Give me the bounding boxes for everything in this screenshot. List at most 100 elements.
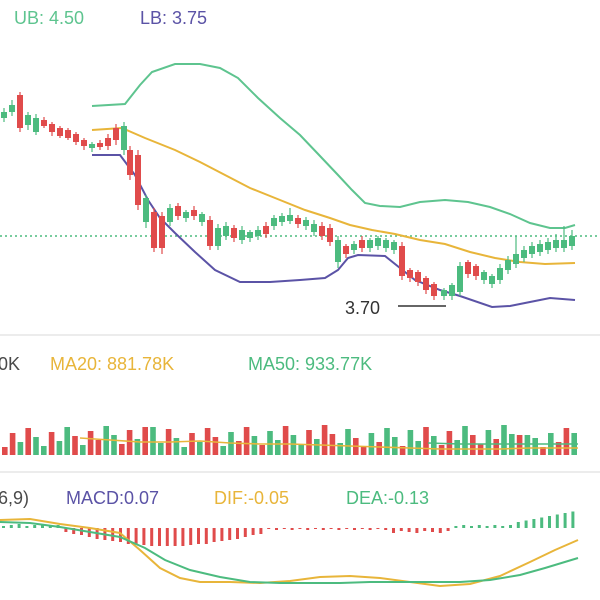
price-candle: [263, 222, 269, 238]
price-candle: [151, 208, 157, 252]
volume-bar: [236, 441, 242, 455]
price-candle: [521, 246, 527, 262]
volume-bar: [368, 433, 375, 455]
price-panel: 3.70: [0, 63, 600, 318]
upper-band-line: [91, 63, 576, 229]
volume-bar: [470, 435, 476, 455]
volume-bar: [189, 433, 195, 455]
volume-bar: [306, 430, 312, 455]
volume-bar: [119, 444, 125, 455]
macd-bar: [368, 528, 372, 530]
volume-bar: [462, 426, 468, 455]
macd-bar: [493, 525, 497, 528]
price-candle: [407, 268, 413, 282]
volume-bar: [423, 427, 429, 455]
price-candle: [489, 274, 495, 288]
price-candle: [367, 238, 373, 252]
volume-bar: [126, 430, 133, 455]
macd-bar: [181, 528, 185, 546]
volume-ma20-line: [79, 437, 578, 450]
macd-bar: [337, 528, 341, 530]
price-candle: [529, 242, 535, 258]
volume-bar: [345, 429, 351, 455]
price-candle: [481, 270, 487, 284]
lb-legend: LB: 3.75: [140, 8, 208, 28]
price-candle: [303, 217, 309, 230]
macd-bar: [212, 528, 216, 542]
volume-bar: [290, 435, 297, 455]
macd-bar: [399, 528, 403, 531]
volume-bar: [87, 431, 94, 455]
price-candle: [497, 264, 503, 284]
price-candle: [113, 124, 119, 145]
ub-legend: UB: 4.50: [14, 8, 85, 28]
macd-bar: [33, 525, 37, 528]
macd-bar: [251, 528, 255, 535]
macd-panel: [0, 511, 579, 588]
volume-bar: [197, 442, 203, 455]
macd-bar: [431, 528, 434, 532]
macd-bar: [321, 528, 325, 530]
price-candle: [207, 216, 213, 250]
volume-bar: [80, 445, 86, 455]
price-candle: [247, 230, 253, 242]
price-candle: [415, 270, 421, 286]
macd-histogram: [2, 511, 575, 546]
macd-bar: [64, 528, 68, 532]
macd-bar: [353, 528, 356, 530]
volume-bar: [181, 447, 187, 455]
ma20-legend: MA20: 881.78K: [50, 354, 175, 374]
price-candle: [441, 288, 447, 300]
macd-bar: [197, 528, 200, 544]
price-candle: [351, 241, 357, 254]
price-candle: [449, 283, 455, 300]
macd-bar: [376, 528, 380, 529]
macd-bar: [509, 525, 512, 528]
volume-bar: [2, 447, 8, 455]
macd-bar: [438, 528, 442, 533]
volume-bar: [384, 428, 390, 455]
macd-bar: [571, 511, 575, 528]
macd-bar: [119, 528, 122, 542]
macd-bar: [462, 525, 466, 528]
price-candle: [319, 222, 325, 240]
price-candle: [41, 117, 47, 128]
price-candle: [423, 276, 429, 294]
price-candle: [399, 242, 405, 280]
volume-bar: [399, 446, 406, 455]
price-candle: [89, 142, 95, 152]
volume-bars: [2, 425, 577, 455]
macd-params-legend: 6,9): [0, 488, 30, 508]
macd-bar: [314, 528, 317, 529]
price-candle: [199, 212, 205, 226]
macd-bar: [415, 528, 419, 533]
price-candle: [537, 240, 543, 256]
macd-bar: [126, 528, 130, 544]
macd-bar: [9, 525, 13, 528]
volume-bar: [516, 435, 523, 455]
price-candle: [191, 206, 197, 220]
volume-bar: [9, 433, 16, 455]
dea-legend: DEA:-0.13: [346, 488, 430, 508]
macd-bar: [501, 526, 505, 528]
macd-bar: [477, 525, 481, 528]
volume-bar: [48, 432, 55, 455]
price-candle: [271, 215, 277, 230]
macd-bar: [158, 528, 161, 546]
price-candle: [183, 210, 189, 222]
price-candle: [545, 238, 551, 254]
volume-bar: [329, 434, 336, 455]
macd-bar: [563, 513, 567, 528]
macd-bar: [2, 526, 5, 528]
macd-bar: [204, 528, 208, 544]
volume-bar: [142, 427, 148, 455]
macd-bar: [236, 528, 239, 539]
price-candle: [57, 126, 63, 138]
ma50-legend: MA50: 933.77K: [248, 354, 373, 374]
volume-bar: [64, 427, 70, 455]
volume-bar: [158, 443, 164, 455]
price-candle: [473, 264, 479, 280]
price-candle: [65, 128, 71, 140]
macd-bar: [173, 528, 177, 546]
